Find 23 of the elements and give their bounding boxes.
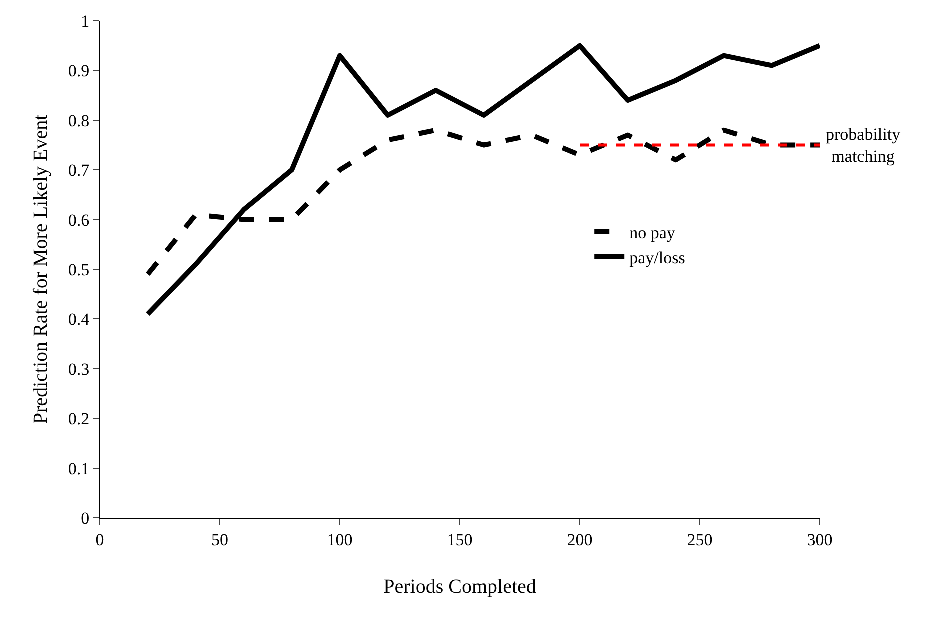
y-tick-label: 0.3	[68, 360, 90, 379]
y-tick-label: 1	[81, 12, 90, 31]
x-tick-label: 100	[327, 530, 353, 550]
x-tick-label: 300	[807, 530, 833, 550]
x-tick-label: 250	[687, 530, 713, 550]
y-tick-label: 0.2	[68, 410, 90, 429]
x-tick-label: 150	[447, 530, 473, 550]
y-tick-label: 0.6	[68, 210, 90, 230]
legend-label: pay/loss	[630, 248, 686, 268]
y-tick-label: 0.9	[68, 62, 90, 81]
x-tick-label: 200	[567, 530, 593, 550]
x-tick-label: 0	[96, 530, 104, 550]
y-axis-title: Prediction Rate for More Likely Event	[30, 114, 52, 424]
y-tick-label: 0.5	[68, 260, 90, 280]
y-tick-label: 0	[81, 508, 90, 528]
annotation: probability matching	[826, 125, 902, 166]
x-tick-label: 50	[212, 530, 228, 550]
legend-label: no pay	[630, 223, 676, 242]
y-tick-label: 0.4	[68, 310, 90, 330]
x-axis-title: Periods Completed	[384, 576, 536, 598]
y-tick-label: 0.7	[68, 161, 90, 180]
y-tick-label: 0.8	[68, 111, 90, 130]
y-tick-label: 0.1	[68, 459, 90, 478]
